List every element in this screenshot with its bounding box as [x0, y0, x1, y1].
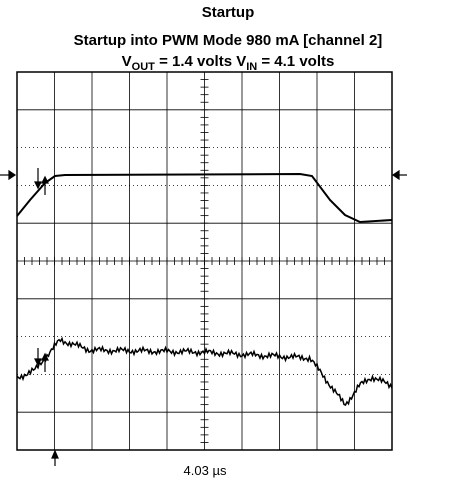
- trace-2: [16, 336, 393, 406]
- markers: [0, 168, 407, 466]
- subtitle: Startup into PWM Mode 980 mA [channel 2]: [74, 32, 383, 49]
- time-annotation: 4.03 µs: [184, 463, 227, 478]
- conditions: VOUT = 1.4 volts VIN = 4.1 volts: [122, 53, 335, 73]
- graticule: [16, 71, 393, 451]
- trace-1: [16, 172, 393, 224]
- title: Startup: [202, 4, 255, 21]
